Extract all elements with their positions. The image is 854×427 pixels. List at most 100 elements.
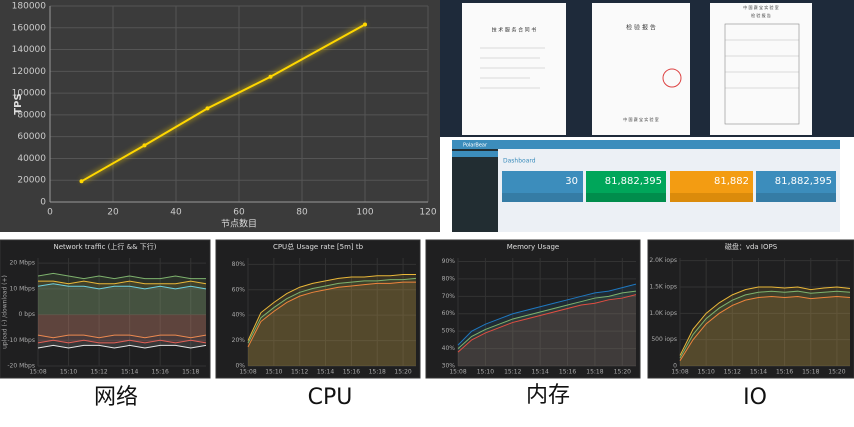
x-tick-label: 15:10 xyxy=(698,369,715,376)
caption: 网络 xyxy=(94,385,138,410)
y-tick-label: 90% xyxy=(442,258,456,265)
series-area xyxy=(680,291,850,366)
x-tick-label: 15:18 xyxy=(802,369,819,376)
x-tick-label: 15:10 xyxy=(265,369,282,376)
series-line xyxy=(37,344,207,349)
x-tick-label: 15:10 xyxy=(60,369,77,376)
card-value: 81,882 xyxy=(714,176,749,187)
point xyxy=(363,22,367,27)
x-tick-label: 15:08 xyxy=(449,369,466,376)
series-area xyxy=(38,314,206,338)
series-area xyxy=(38,281,206,315)
tps-panel xyxy=(0,0,440,232)
series-line xyxy=(457,294,637,353)
series-line xyxy=(247,274,416,341)
y-tick-label: 80% xyxy=(232,261,246,268)
x-tick-label: 0 xyxy=(47,208,53,218)
point xyxy=(79,179,84,184)
y-tick-label: 0 xyxy=(673,363,677,370)
y-tick-label: 20% xyxy=(232,337,246,344)
y-tick-label: 1.0K iops xyxy=(649,310,677,317)
x-tick-label: 40 xyxy=(170,208,182,218)
x-tick-label: 15:14 xyxy=(317,369,334,376)
series-area xyxy=(680,296,850,366)
x-tick-label: 100 xyxy=(356,208,373,218)
card-value: 30 xyxy=(565,176,578,187)
series-area xyxy=(38,314,206,348)
y-axis-label: upload (-) /download (+) xyxy=(2,275,9,349)
point xyxy=(142,143,147,148)
series-line xyxy=(38,280,207,285)
x-tick-label: 15:08 xyxy=(29,369,46,376)
y-axis-label: TPS xyxy=(13,93,24,114)
doc-issuer: 中 国 赛 宝 实 验 室 xyxy=(743,4,779,10)
dashboard-title: Dashboard xyxy=(503,158,536,165)
panel xyxy=(647,239,854,379)
series-line xyxy=(37,334,207,339)
series-line xyxy=(247,281,416,348)
y-tick-label: 70% xyxy=(442,293,456,300)
panel xyxy=(215,239,421,379)
y-tick-label: 180000 xyxy=(12,2,47,12)
y-tick-label: 500 iops xyxy=(651,336,677,343)
y-tick-label: 80000 xyxy=(17,110,46,120)
doc-issuer: 中 国 赛 宝 实 验 室 xyxy=(623,116,659,122)
brand: PolarBear xyxy=(463,143,488,149)
captions: 网络 CPU 内存 IO xyxy=(94,383,767,410)
point xyxy=(205,106,210,111)
y-tick-label: 20 Mbps xyxy=(10,260,35,267)
y-tick-label: 40000 xyxy=(17,154,46,164)
x-tick-label: 80 xyxy=(296,208,308,218)
document: 技 术 服 务 合 同 书 检 验 报 告 中 国 赛 宝 实 验 室 中 国 … xyxy=(462,3,812,135)
x-tick-label: 15:14 xyxy=(532,369,549,376)
series-area xyxy=(248,278,416,366)
y-tick-label: -20 Mbps xyxy=(7,363,35,370)
series-area xyxy=(248,282,416,366)
x-tick-label: 60 xyxy=(233,208,245,218)
series-line xyxy=(37,339,207,344)
x-tick-label: 15:12 xyxy=(724,369,741,376)
series-line xyxy=(679,286,851,356)
y-tick-label: 0 xyxy=(40,198,46,208)
point xyxy=(268,74,273,79)
series-area xyxy=(458,294,636,366)
x-tick-label: 15:20 xyxy=(828,369,845,376)
series-area xyxy=(458,284,636,366)
y-tick-label: 20000 xyxy=(17,176,46,186)
caption: 内存 xyxy=(526,383,570,408)
x-tick-label: 15:12 xyxy=(291,369,308,376)
panel-title: Memory Usage xyxy=(507,243,560,251)
card-value: 81,882,395 xyxy=(775,176,832,187)
y-tick-label: 60% xyxy=(232,286,246,293)
series-line xyxy=(247,277,417,344)
series-area xyxy=(458,291,636,366)
doc-title: 技 术 服 务 合 同 书 xyxy=(492,27,537,34)
panel-title: 磁盘：vda IOPS xyxy=(725,242,778,251)
x-tick-label: 15:16 xyxy=(776,369,793,376)
series-line xyxy=(679,295,851,361)
y-tick-label: 40% xyxy=(442,345,456,352)
caption: IO xyxy=(743,385,767,410)
y-tick-label: 30% xyxy=(442,363,456,370)
y-tick-label: 160000 xyxy=(12,23,47,33)
x-tick-label: 15:18 xyxy=(182,369,199,376)
series-line xyxy=(37,272,206,280)
x-tick-label: 15:20 xyxy=(394,369,411,376)
y-tick-label: 0 bps xyxy=(19,311,35,318)
y-tick-label: 50% xyxy=(442,328,456,335)
y-tick-label: 10 Mbps xyxy=(10,285,35,292)
series-line xyxy=(457,283,637,346)
x-tick-label: 15:14 xyxy=(121,369,138,376)
x-tick-label: 15:18 xyxy=(586,369,603,376)
y-tick-label: 100000 xyxy=(12,89,47,99)
y-tick-label: 1.5K iops xyxy=(649,283,677,290)
y-tick-label: 120000 xyxy=(12,67,47,77)
x-tick-label: 15:12 xyxy=(504,369,521,376)
x-tick-label: 15:16 xyxy=(559,369,576,376)
x-tick-label: 120 xyxy=(419,208,436,218)
x-tick-label: 15:12 xyxy=(90,369,107,376)
y-tick-label: 60% xyxy=(442,310,456,317)
caption: CPU xyxy=(308,385,353,410)
x-tick-label: 15:08 xyxy=(671,369,688,376)
